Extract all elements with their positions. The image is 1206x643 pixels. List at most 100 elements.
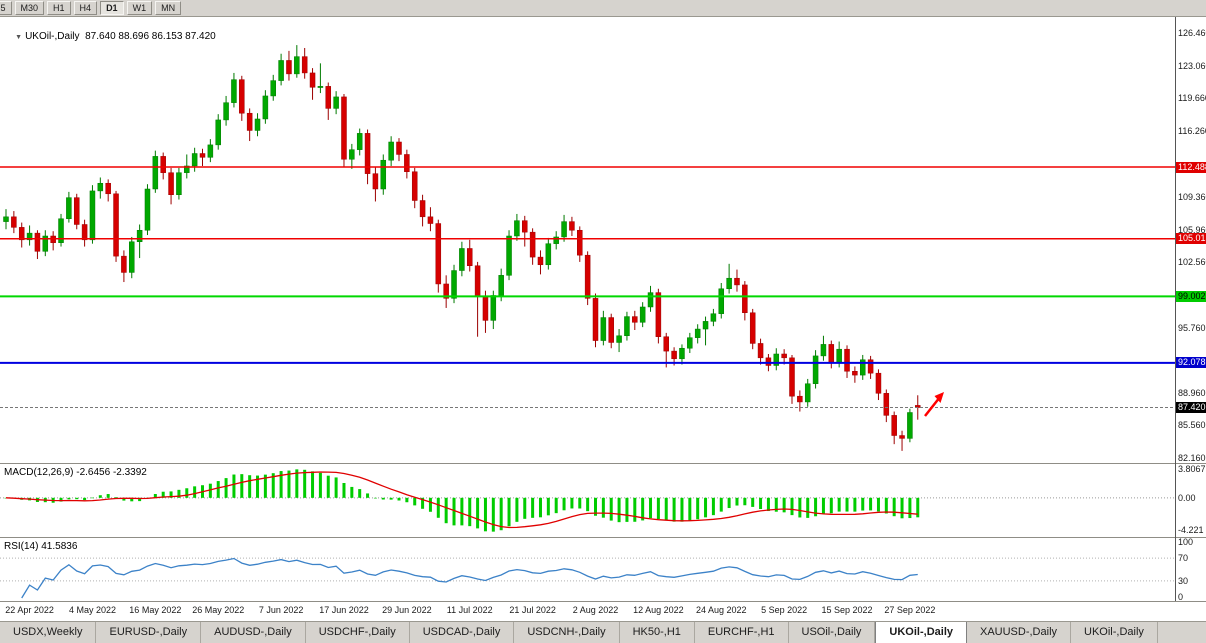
macd-histogram-bar [106,494,110,498]
candle-body [687,337,693,349]
chart-tab-ukoil-daily[interactable]: UKOil-,Daily [1071,622,1158,643]
macd-histogram-bar [483,497,487,532]
macd-histogram-bar [861,497,865,511]
candle-body [294,56,300,75]
arrow-annotation[interactable] [924,392,944,417]
candle-body [789,357,795,397]
candle-body [435,223,442,285]
macd-histogram-bar [303,469,307,498]
candle-body [184,165,190,173]
macd-histogram-bar [452,497,456,526]
timeframe-button-h1[interactable]: H1 [47,1,71,15]
chart-tab-ukoil-daily[interactable]: UKOil-,Daily [875,622,967,643]
chart-tab-usdchf-daily[interactable]: USDCHF-,Daily [305,622,410,643]
date-label: 26 May 2022 [192,605,245,615]
candle-body [482,296,489,321]
chart-tab-usdx-weekly[interactable]: USDX,Weekly [0,622,97,643]
timeframe-button-m30[interactable]: M30 [14,1,45,15]
price-axis-label: 126.460 [1178,28,1206,39]
timeframe-button-m5[interactable]: M5 [0,1,12,15]
chart-area[interactable]: ▼ UKOil-,Daily 87.640 88.696 86.153 87.42… [0,17,1206,621]
macd-histogram-bar [460,497,464,526]
macd-histogram-bar [908,497,912,519]
macd-histogram-bar [311,471,315,498]
macd-histogram-bar [373,497,377,499]
candle-body [325,86,332,109]
macd-histogram-bar [216,481,220,498]
price-axis-label: 95.760 [1178,322,1206,333]
macd-histogram-bar [727,497,731,509]
timeframe-button-mn[interactable]: MN [155,1,182,15]
candle-body [474,265,481,297]
macd-header: MACD(12,26,9) -2.6456 -2.3392 [4,467,147,478]
candle-body [42,235,49,252]
candle-body [647,292,654,308]
chart-tab-hk50-h1[interactable]: HK50-,H1 [619,622,695,643]
timeframe-button-h4[interactable]: H4 [73,1,98,15]
chart-tab-eurusd-daily[interactable]: EURUSD-,Daily [96,622,202,643]
candle-body [66,197,72,219]
candle-body [388,141,394,161]
macd-histogram-bar [287,470,291,498]
candle-body [600,317,607,341]
macd-histogram [4,469,920,532]
candle-body [639,306,646,323]
macd-histogram-bar [523,497,527,519]
macd-histogram-bar [656,497,660,520]
macd-histogram-bar [295,469,299,498]
candle-body [726,277,732,290]
candle-body [608,317,614,343]
timeframe-button-w1[interactable]: W1 [126,1,153,15]
chart-tab-audusd-daily[interactable]: AUDUSD-,Daily [201,622,306,643]
macd-histogram-bar [75,497,79,500]
macd-histogram-bar [704,497,708,518]
candle-body [419,200,426,218]
timeframe-button-d1[interactable]: D1 [100,1,124,15]
chart-tab-usdcnh-daily[interactable]: USDCNH-,Daily [514,622,620,643]
macd-histogram-bar [876,497,880,512]
candle-body [341,96,347,160]
macd-histogram-bar [59,497,63,502]
macd-histogram-bar [806,497,810,518]
macd-histogram-bar [641,497,645,521]
macd-histogram-bar [208,483,212,498]
candle-body [820,344,827,357]
candle-body [427,216,434,224]
macd-histogram-bar [397,497,401,501]
macd-histogram-bar [130,497,134,502]
macd-histogram-bar [798,497,802,518]
rsi-axis-label: 70 [1178,553,1189,564]
macd-histogram-bar [271,473,275,498]
macd-histogram-bar [829,497,833,514]
candle-body [899,435,905,439]
macd-histogram-bar [389,497,393,500]
candle-body [18,227,25,241]
macd-histogram-bar [161,491,165,498]
candle-body [663,336,669,352]
macd-histogram-bar [350,486,354,498]
macd-histogram-bar [900,497,904,519]
macd-histogram-bar [774,497,778,512]
macd-histogram-bar [790,497,794,516]
chart-tab-usdcad-daily[interactable]: USDCAD-,Daily [409,622,515,643]
candle-body [702,321,709,330]
macd-histogram-bar [318,472,322,498]
candle-body [317,86,324,88]
macd-axis-label: -4.221 [1178,525,1204,536]
macd-histogram-bar [625,497,629,522]
macd-histogram-bar [601,497,605,518]
chart-tab-xauusd-daily[interactable]: XAUUSD-,Daily [967,622,1072,643]
price-axis-label: 123.060 [1178,60,1206,71]
macd-histogram-bar [138,497,142,502]
macd-histogram-bar [358,489,362,498]
candle-body [506,235,512,276]
macd-histogram-bar [578,497,582,509]
candle-body [569,221,575,231]
chart-tab-eurchf-h1[interactable]: EURCHF-,H1 [694,622,789,643]
candle-body [372,173,379,190]
candle-body [443,283,449,299]
chart-tab-usoil-daily[interactable]: USOil-,Daily [788,622,876,643]
candle-body [584,254,591,299]
price-axis[interactable] [1176,17,1206,601]
price-axis-label: 105.960 [1178,224,1206,235]
